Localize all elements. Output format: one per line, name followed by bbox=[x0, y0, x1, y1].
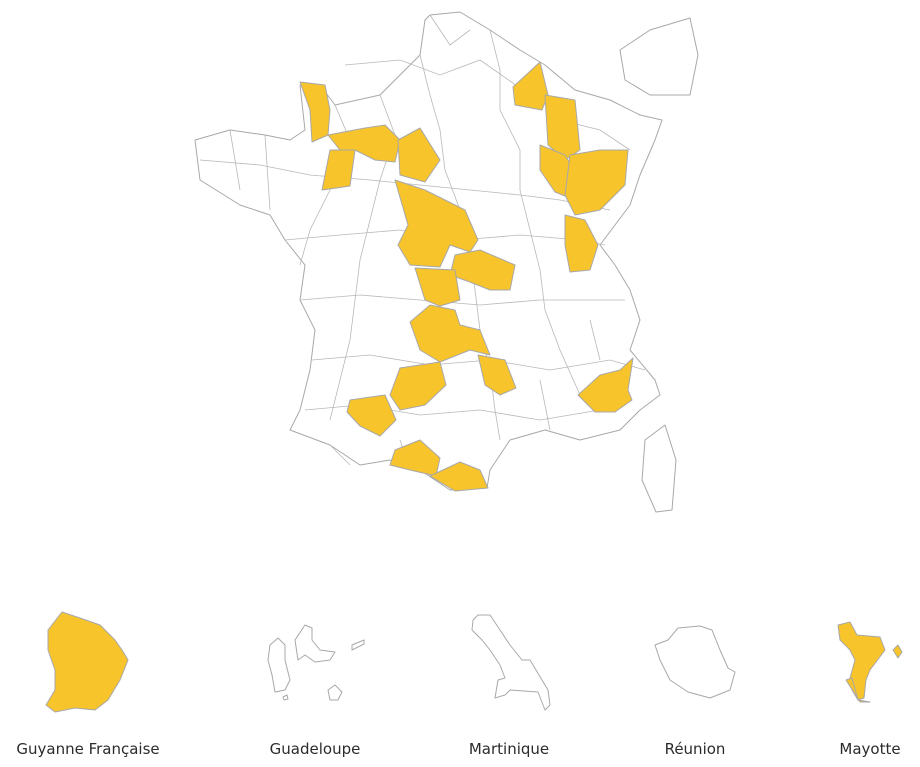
department-lozere bbox=[477, 354, 517, 396]
department-eure-et-loir bbox=[397, 127, 441, 183]
label-guadeloupe: Guadeloupe bbox=[269, 740, 361, 758]
overseas-mayotte bbox=[837, 621, 903, 703]
overseas-martinique bbox=[471, 614, 551, 711]
department-vosges-haute-saone bbox=[564, 149, 629, 216]
label-martinique: Martinique bbox=[468, 740, 550, 758]
department-creuse bbox=[414, 267, 461, 307]
overseas-reunion bbox=[654, 625, 736, 699]
department-gers bbox=[346, 394, 397, 437]
label-guyane: Guyanne Française bbox=[16, 740, 160, 758]
label-mayotte: Mayotte bbox=[839, 740, 901, 758]
department-correze-cantal bbox=[409, 304, 491, 363]
department-vaucluse bbox=[577, 357, 634, 413]
department-lot-aveyron bbox=[389, 361, 447, 411]
department-aude bbox=[429, 461, 489, 492]
highlighted-departments bbox=[299, 61, 634, 492]
overseas-guadeloupe bbox=[267, 624, 365, 701]
department-jura bbox=[564, 214, 599, 273]
metropolitan-france bbox=[194, 11, 699, 513]
label-reunion: Réunion bbox=[664, 740, 726, 758]
department-loiret-cher bbox=[394, 179, 479, 268]
department-sarthe bbox=[321, 149, 356, 191]
luxembourg-area bbox=[619, 17, 699, 96]
overseas-guyane bbox=[45, 611, 129, 713]
corsica bbox=[641, 424, 677, 513]
